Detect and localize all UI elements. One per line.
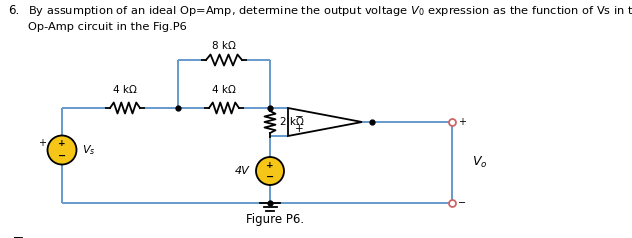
Text: 6.: 6. [8, 4, 19, 17]
Text: +: + [266, 161, 274, 170]
Text: −: − [58, 151, 66, 161]
Text: 8 kΩ: 8 kΩ [212, 41, 236, 51]
Circle shape [47, 135, 76, 164]
Text: 2 kΩ: 2 kΩ [280, 117, 304, 127]
Text: $\it{V}_s$: $\it{V}_s$ [82, 143, 95, 157]
Text: Figure P6.: Figure P6. [246, 213, 304, 226]
Text: +: + [58, 139, 66, 149]
Text: $+$: $+$ [294, 124, 303, 134]
Text: −: − [458, 198, 466, 208]
Circle shape [256, 157, 284, 185]
Text: $\it{V}_o$: $\it{V}_o$ [472, 155, 488, 170]
Text: 4 kΩ: 4 kΩ [212, 85, 236, 95]
Text: −: − [266, 172, 274, 182]
Text: 4V: 4V [235, 166, 250, 176]
Text: +: + [458, 117, 466, 127]
Text: 4 kΩ: 4 kΩ [113, 85, 137, 95]
Text: +: + [39, 138, 47, 148]
Text: $-$: $-$ [294, 110, 303, 120]
Text: By assumption of an ideal Op=Amp, determine the output voltage $V_0$ expression : By assumption of an ideal Op=Amp, determ… [28, 4, 632, 18]
Text: Op-Amp circuit in the Fig.P6: Op-Amp circuit in the Fig.P6 [28, 22, 186, 32]
